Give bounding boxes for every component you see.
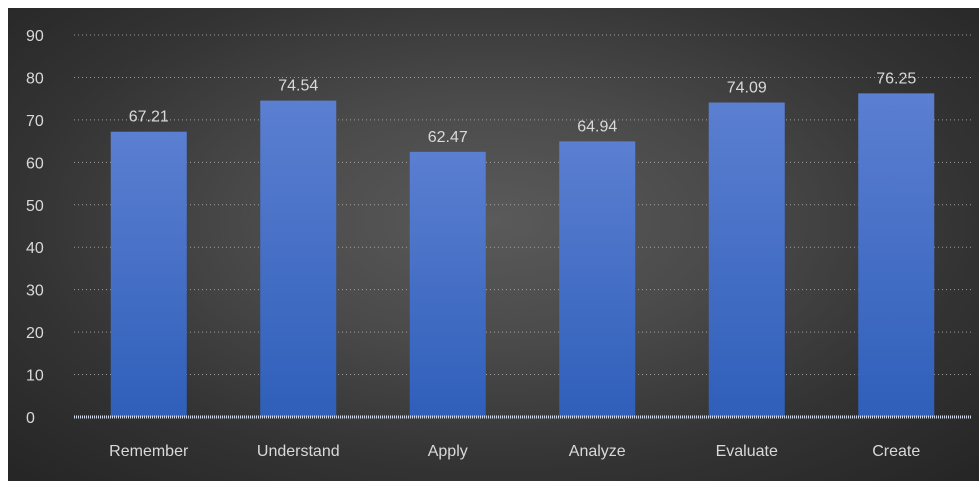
bar-apply [409,151,486,417]
data-labels: 67.21 74.54 62.47 64.94 74.09 76.25 [129,70,917,145]
data-label: 64.94 [577,118,617,135]
y-tick-label: 30 [26,283,44,300]
bar-understand [260,100,337,417]
data-label: 76.25 [876,70,916,87]
x-tick-label: Apply [428,443,468,460]
x-tick-label: Create [872,443,920,460]
bar-evaluate [708,102,785,417]
x-tick-label: Evaluate [716,443,778,460]
y-tick-label: 50 [26,198,44,215]
x-tick-label: Analyze [569,443,626,460]
gridlines [74,34,971,376]
y-tick-label: 10 [26,368,44,385]
data-label: 74.09 [727,80,767,97]
bar-chart: 0 10 20 30 40 50 60 70 80 90 67.21 74.54 62.47 64.94… [26,28,971,460]
y-tick-label: 90 [26,28,44,45]
chart-frame: 0 10 20 30 40 50 60 70 80 90 67.21 74.54 62.47 64.94… [8,8,979,481]
y-tick-label: 20 [26,325,44,342]
data-label: 62.47 [428,129,468,146]
data-label: 67.21 [129,109,169,126]
y-axis: 0 10 20 30 40 50 60 70 80 90 [26,28,44,427]
y-tick-label: 60 [26,155,44,172]
y-tick-label: 40 [26,240,44,257]
x-tick-label: Remember [109,443,189,460]
y-tick-label: 70 [26,113,44,130]
bar-analyze [559,141,636,417]
bar-remember [110,131,187,417]
x-tick-label: Understand [257,443,340,460]
y-tick-label: 80 [26,70,44,87]
y-tick-label: 0 [26,410,35,427]
bars [110,93,935,417]
x-axis: Remember Understand Apply Analyze Evaluate Cr… [109,443,920,460]
data-label: 74.54 [278,78,318,95]
bar-create [858,93,935,417]
